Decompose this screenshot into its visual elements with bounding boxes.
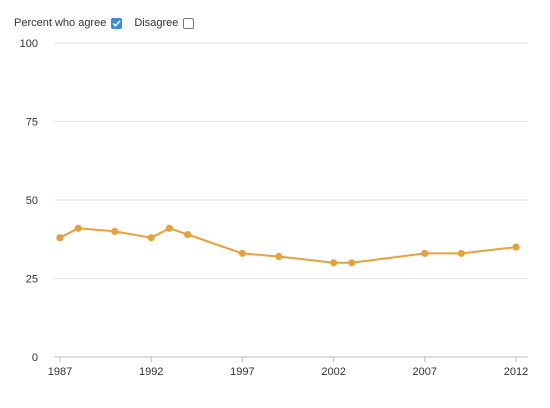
data-point [512, 243, 520, 251]
x-tick-label: 1997 [230, 366, 254, 378]
x-tick-label: 1992 [139, 366, 163, 378]
y-tick-label: 100 [20, 38, 38, 50]
data-point [56, 234, 64, 242]
y-tick-label: 0 [32, 352, 38, 364]
data-point [457, 249, 465, 257]
data-point [111, 227, 119, 235]
data-point [238, 249, 246, 257]
y-tick-label: 50 [26, 195, 38, 207]
legend-item-agree[interactable]: Percent who agree [14, 17, 123, 29]
y-tick-label: 75 [26, 117, 38, 129]
y-tick-label: 25 [26, 274, 38, 286]
data-point [184, 230, 192, 239]
data-point [330, 259, 338, 267]
data-point [74, 224, 82, 232]
x-tick-label: 2012 [504, 366, 528, 378]
legend-disagree-label: Disagree [134, 17, 179, 29]
x-tick-label: 1987 [48, 366, 72, 378]
checkmark-icon [113, 19, 121, 27]
data-point [275, 252, 283, 261]
series-line [59, 227, 517, 264]
legend-item-disagree[interactable]: Disagree [134, 17, 195, 29]
data-point [421, 249, 429, 257]
data-point [348, 259, 356, 267]
disagree-checkbox[interactable] [183, 17, 195, 29]
data-point [147, 234, 155, 242]
x-tick-label: 2007 [413, 366, 437, 378]
agree-checkbox[interactable] [111, 17, 123, 29]
data-point [165, 224, 174, 232]
chart-legend: Percent who agree Disagree [14, 14, 206, 32]
x-tick-label: 2002 [321, 366, 345, 378]
legend-agree-label: Percent who agree [14, 17, 107, 29]
